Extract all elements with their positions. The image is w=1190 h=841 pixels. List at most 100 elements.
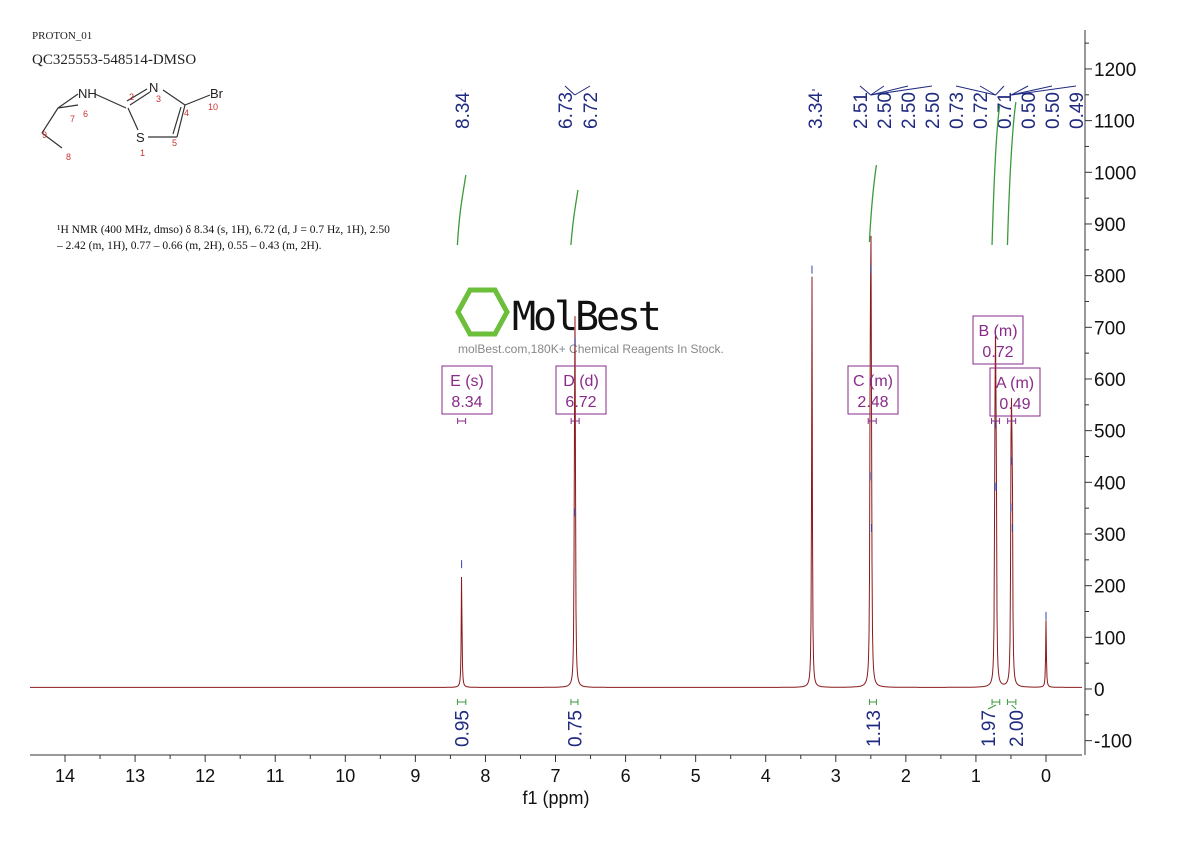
multiplet-label: D (d)	[563, 373, 599, 390]
peak-label: 2.50	[923, 92, 944, 129]
x-tick-label: 10	[335, 766, 355, 786]
peak-label: 0.73	[947, 92, 968, 129]
molbest-logo-icon	[455, 287, 510, 337]
peak-label: 0.71	[995, 92, 1016, 129]
multiplet-range-marker	[867, 418, 877, 424]
x-tick-label: 12	[195, 766, 215, 786]
x-tick-label: 6	[621, 766, 631, 786]
multiplet-range-marker	[570, 418, 580, 424]
y-tick-label: 400	[1094, 473, 1126, 494]
integral-bracket	[456, 699, 467, 705]
x-tick-label: 13	[125, 766, 145, 786]
x-tick-label: 14	[55, 766, 75, 786]
peak-label: 0.72	[971, 92, 992, 129]
multiplet-label: C (m)	[853, 373, 893, 390]
multiplet-shift: 0.72	[982, 344, 1013, 361]
multiplet-label: E (s)	[450, 373, 484, 390]
y-tick-label: 1000	[1094, 163, 1136, 184]
integral-bracket	[991, 699, 1001, 705]
integral-bracket	[1006, 699, 1017, 705]
integral-curve	[868, 164, 878, 243]
peak-label-connector	[870, 85, 933, 96]
peak-label-connector	[1010, 85, 1029, 96]
peak-label: 2.50	[875, 92, 896, 129]
atom-number: 2	[129, 92, 134, 102]
multiplet-box	[989, 367, 1041, 417]
multiplet-box	[847, 365, 899, 415]
atom-number: 1	[140, 148, 145, 158]
atom-number: 3	[156, 94, 161, 104]
x-tick-label: 7	[551, 766, 561, 786]
atom-number: 7	[70, 114, 75, 124]
integral-value: 1.13	[864, 710, 885, 747]
y-tick-label: 800	[1094, 267, 1126, 288]
x-tick-label: 5	[691, 766, 701, 786]
y-tick-label: 100	[1094, 628, 1126, 649]
nmr-description: ¹H NMR (400 MHz, dmso) δ 8.34 (s, 1H), 6…	[57, 224, 390, 252]
atom-nh: NH	[78, 86, 97, 101]
peak-label-connector	[870, 85, 885, 96]
integral-curve	[1006, 101, 1017, 246]
multiplet-shift: 8.34	[451, 394, 482, 411]
integral-value: 2.00	[1007, 710, 1028, 747]
multiplet-shift: 2.48	[857, 394, 888, 411]
integral-label-connector	[987, 704, 997, 710]
peak-label: 0.50	[1019, 92, 1040, 129]
y-tick-label: 600	[1094, 370, 1126, 391]
integral-value: 1.97	[979, 710, 1000, 747]
peak-label: 8.34	[453, 92, 474, 129]
peak-label: 2.50	[899, 92, 920, 129]
peak-label-connector	[1011, 85, 1077, 96]
peak-label-connector	[955, 85, 996, 96]
integral-bracket	[868, 699, 877, 705]
x-tick-label: 11	[266, 766, 285, 786]
integral-bracket	[570, 699, 579, 705]
integral-curve	[570, 189, 579, 246]
y-tick-label: 700	[1094, 318, 1126, 339]
y-tick-label: 1100	[1094, 112, 1135, 133]
multiplet-box	[555, 365, 607, 415]
atom-n: N	[149, 80, 158, 95]
watermark-brand: MolBest	[512, 294, 662, 340]
x-axis-label: f1 (ppm)	[522, 788, 589, 808]
multiplet-box	[972, 315, 1024, 365]
x-tick-label: 3	[831, 766, 841, 786]
multiplet-label: B (m)	[978, 323, 1017, 340]
y-tick-label: 300	[1094, 525, 1126, 546]
peak-label-connector	[995, 85, 1005, 96]
molecule-structure: NH N Br S 1 2 3 4 5 6 7 8 9 10	[41, 80, 224, 162]
peak-label: 6.73	[556, 92, 577, 129]
y-tick-label: -100	[1094, 732, 1132, 753]
multiplet-label: A (m)	[996, 375, 1034, 392]
integral-curve	[456, 174, 467, 246]
multiplet-shift: 0.49	[999, 396, 1030, 413]
multiplet-range-marker	[991, 418, 1001, 424]
y-tick-label: 900	[1094, 215, 1126, 236]
atom-number: 4	[184, 108, 189, 118]
integral-value: 0.75	[565, 710, 586, 747]
atom-br: Br	[210, 86, 224, 101]
x-tick-label: 2	[901, 766, 911, 786]
multiplet-box	[441, 365, 493, 415]
atom-number: 10	[208, 102, 218, 112]
peak-label: 3.34	[806, 92, 827, 129]
y-tick-label: 500	[1094, 422, 1126, 443]
integral-value: 0.95	[453, 710, 474, 747]
peak-label: 2.51	[851, 92, 872, 129]
atom-number: 8	[66, 152, 71, 162]
peak-label: 0.49	[1067, 92, 1088, 129]
integral-label-connector	[1011, 704, 1017, 710]
multiplet-range-marker	[1007, 418, 1017, 424]
atom-number: 9	[42, 130, 47, 140]
integral-curve	[991, 104, 1001, 246]
sample-name: QC325553-548514-DMSO	[32, 52, 197, 68]
multiplet-shift: 6.72	[565, 394, 596, 411]
peak-label: 6.72	[581, 92, 602, 129]
y-tick-label: 0	[1094, 680, 1105, 701]
watermark-tagline: molBest.com,180K+ Chemical Reagents In S…	[458, 342, 724, 356]
peak-label: 0.50	[1043, 92, 1064, 129]
peak-label-connector	[1011, 85, 1053, 96]
x-tick-label: 9	[410, 766, 420, 786]
